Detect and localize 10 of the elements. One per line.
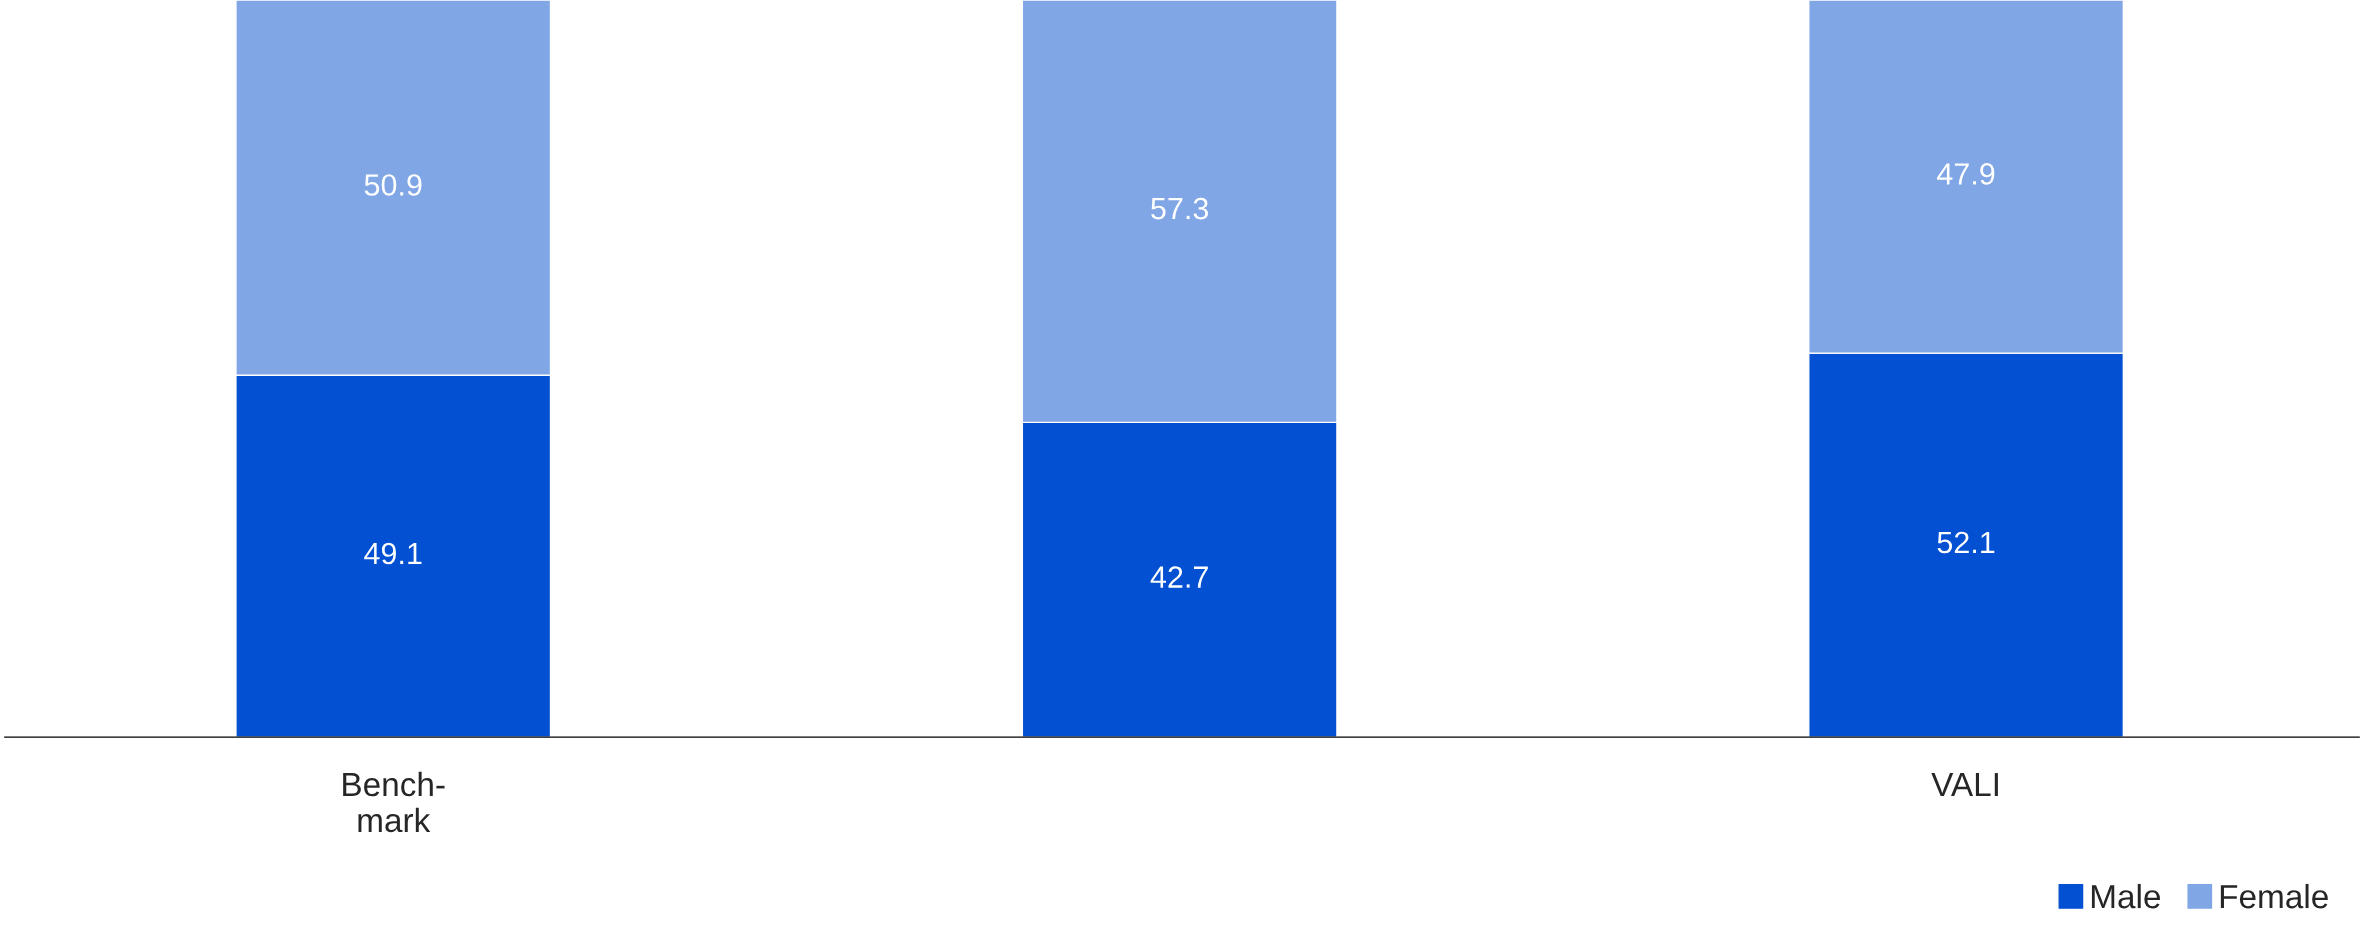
data-label: 42.7 — [1150, 566, 1208, 588]
x-tick-label: Bench- mark — [343, 771, 445, 833]
data-label: 47.9 — [1937, 163, 1995, 185]
data-label: 50.9 — [364, 174, 422, 196]
x-tick-label: VALI — [1931, 773, 1998, 796]
legend-label: Male — [2091, 883, 2160, 909]
data-label: 57.3 — [1151, 197, 1209, 220]
legend-label: Female — [2220, 883, 2328, 909]
data-label: 49.1 — [364, 542, 422, 565]
data-label: 52.1 — [1937, 531, 1995, 554]
